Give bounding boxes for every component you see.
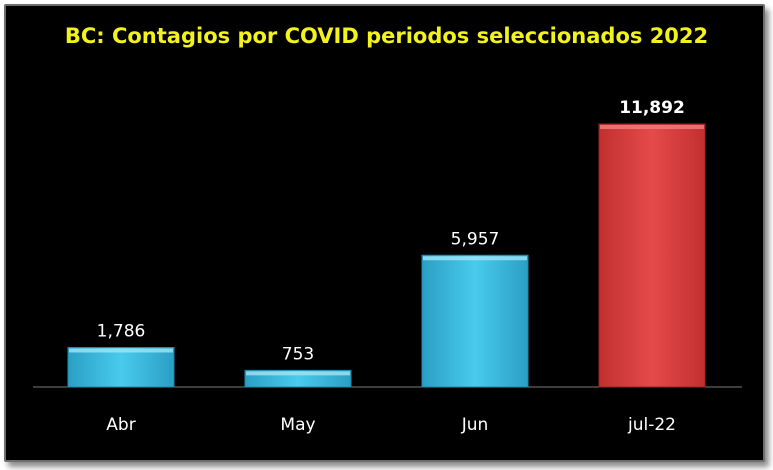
bar-jul-22 xyxy=(598,123,706,388)
bar-bevel xyxy=(69,348,173,353)
x-tick-label: Abr xyxy=(106,415,135,435)
x-tick-label: May xyxy=(280,415,315,435)
x-tick-label: Jun xyxy=(461,415,489,435)
data-label: 11,892 xyxy=(619,98,685,118)
data-label: 5,957 xyxy=(451,229,500,249)
bar-abr xyxy=(67,347,175,388)
bar-jun xyxy=(421,254,529,388)
x-tick-label: jul-22 xyxy=(627,415,676,435)
bar-bevel xyxy=(246,371,350,376)
bar-bevel xyxy=(423,256,527,261)
chart-title: BC: Contagios por COVID periodos selecci… xyxy=(64,24,709,48)
bar-bevel xyxy=(600,125,704,129)
data-label: 1,786 xyxy=(97,322,146,342)
data-label: 753 xyxy=(282,344,314,364)
